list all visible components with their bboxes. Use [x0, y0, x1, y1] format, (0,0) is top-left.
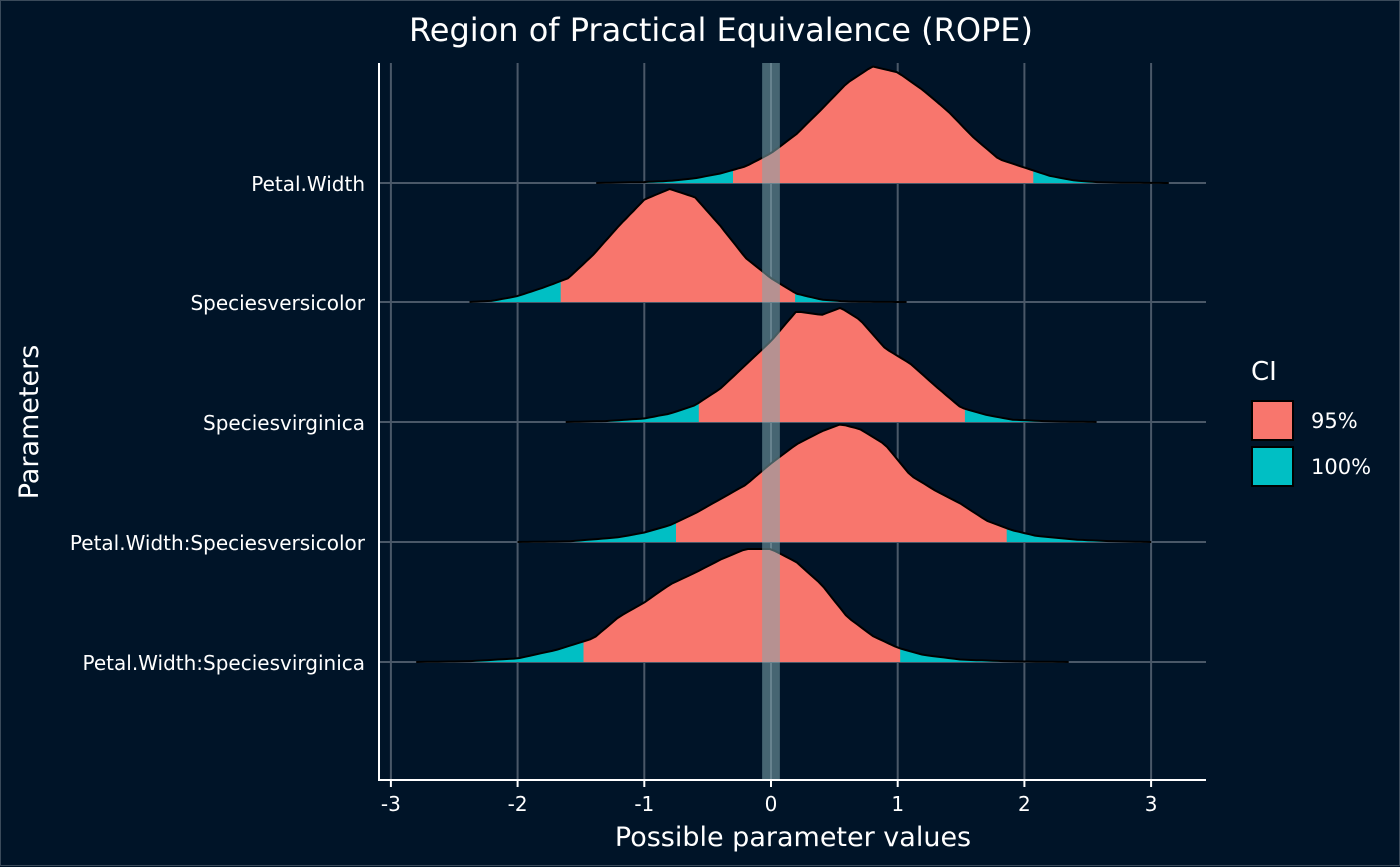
chart-title: Region of Practical Equivalence (ROPE) — [409, 11, 1033, 49]
x-tick-label-6: 3 — [1145, 792, 1158, 816]
ridge-petal-width-speciesvirginica — [416, 548, 1069, 663]
x-tick-label-1: -2 — [508, 792, 528, 816]
legend: CI 95% 100% — [1251, 357, 1371, 487]
ridge-outline-speciesversicolor — [469, 187, 907, 303]
ridge-petal-width-speciesversicolor — [517, 423, 1152, 543]
x-tick-label-0: -3 — [381, 792, 401, 816]
ridge-petal-width — [596, 65, 1169, 184]
ridge-outline-petal-width-speciesversicolor — [517, 423, 1152, 543]
x-tick-label-2: -1 — [634, 792, 654, 816]
y-tick-label-petal-width: Petal.Width — [251, 172, 365, 196]
ridge-area-95-speciesvirginica — [698, 308, 965, 422]
ridge-outline-petal-width-speciesvirginica — [416, 548, 1069, 663]
y-axis-label: Parameters — [14, 345, 45, 500]
ridge-outline-petal-width — [596, 65, 1169, 184]
legend-label-100: 100% — [1311, 455, 1371, 479]
rope-layer — [762, 63, 780, 780]
ridge-area-95-speciesversicolor — [560, 189, 796, 302]
legend-swatch-95 — [1251, 400, 1294, 441]
y-tick-label-petal-width-speciesvirginica: Petal.Width:Speciesvirginica — [83, 651, 365, 675]
ridge-area-95-petal-width-speciesvirginica — [583, 549, 901, 662]
ridge-speciesvirginica — [565, 306, 1097, 423]
x-axis-label: Possible parameter values — [615, 822, 971, 853]
legend-swatch-100 — [1251, 446, 1294, 487]
x-tick-label-5: 2 — [1018, 792, 1031, 816]
ridge-outline-speciesvirginica — [565, 306, 1097, 423]
y-tick-label-petal-width-speciesversicolor: Petal.Width:Speciesversicolor — [70, 531, 366, 555]
y-tick-label-speciesvirginica: Speciesvirginica — [203, 411, 365, 435]
ridges-layer — [416, 65, 1169, 663]
x-tick-label-3: 0 — [765, 792, 778, 816]
ridge-area-95-petal-width — [733, 66, 1034, 183]
legend-title: CI — [1251, 357, 1277, 387]
legend-label-95: 95% — [1311, 409, 1358, 433]
y-tick-label-speciesversicolor: Speciesversicolor — [190, 291, 365, 315]
rope-band — [762, 63, 780, 780]
x-tick-label-4: 1 — [891, 792, 904, 816]
axis-layer: Petal.Width Speciesversicolor Speciesvirgi… — [70, 63, 1206, 816]
ridge-area-95-petal-width-speciesversicolor — [676, 424, 1007, 542]
ridge-speciesversicolor — [469, 187, 907, 303]
